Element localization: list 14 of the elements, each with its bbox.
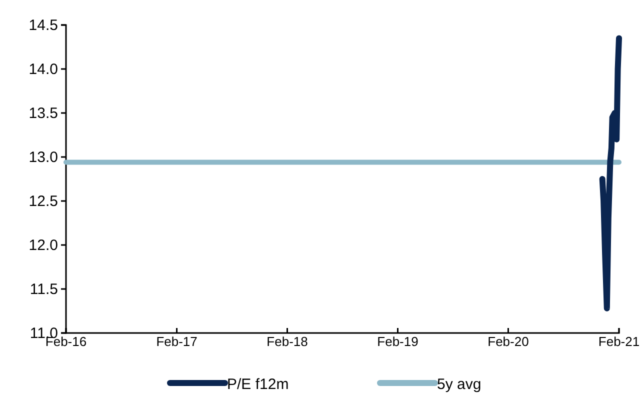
y-tick-label: 14.0 bbox=[28, 60, 58, 78]
x-tick-label: Feb-21 bbox=[598, 334, 640, 350]
x-tick-label: Feb-20 bbox=[488, 334, 529, 350]
y-tick-label: 12.5 bbox=[28, 192, 58, 210]
y-tick-label: 11.5 bbox=[30, 280, 58, 298]
y-tick-label: 12.0 bbox=[28, 236, 58, 254]
y-tick-label: 14.5 bbox=[28, 16, 58, 34]
x-tick-label: Feb-19 bbox=[377, 334, 418, 350]
legend-label: 5y avg bbox=[437, 376, 482, 393]
y-tick-label: 13.5 bbox=[28, 104, 58, 122]
legend-label: P/E f12m bbox=[227, 376, 289, 393]
x-tick-label: Feb-17 bbox=[156, 334, 198, 350]
x-tick-label: Feb-18 bbox=[266, 334, 308, 350]
y-tick-label: 13.0 bbox=[28, 148, 58, 166]
